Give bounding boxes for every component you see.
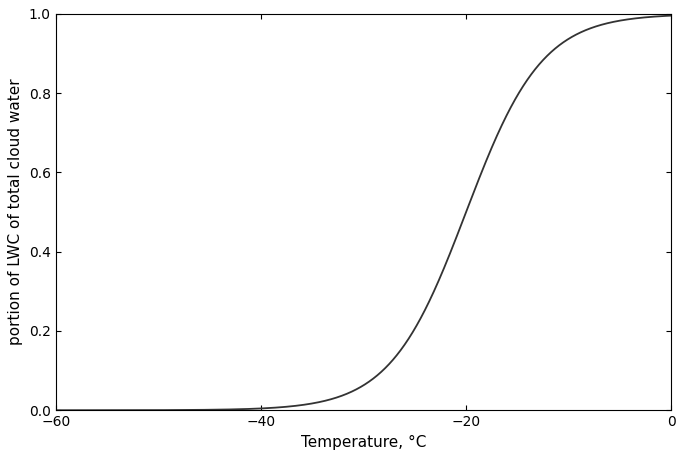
Y-axis label: portion of LWC of total cloud water: portion of LWC of total cloud water [8, 79, 23, 345]
X-axis label: Temperature, °C: Temperature, °C [301, 435, 426, 450]
